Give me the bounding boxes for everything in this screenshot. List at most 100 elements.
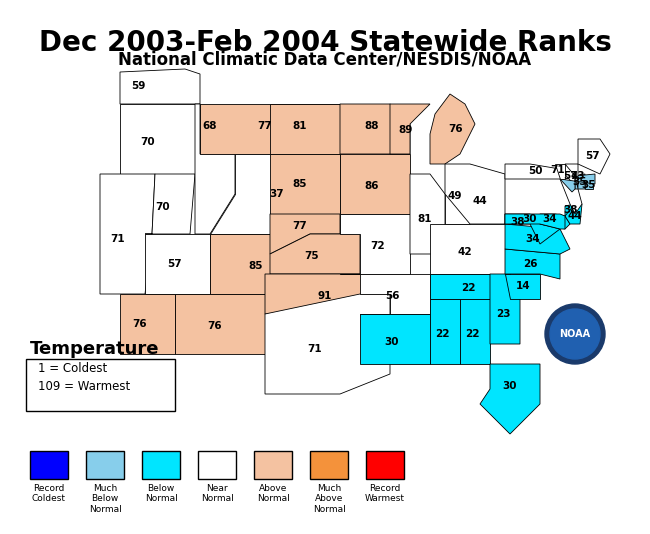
Polygon shape xyxy=(460,299,490,364)
Text: 59: 59 xyxy=(131,81,145,91)
Text: 91: 91 xyxy=(318,291,332,301)
Polygon shape xyxy=(555,164,565,179)
Text: 35: 35 xyxy=(573,177,587,187)
Polygon shape xyxy=(340,154,410,214)
Text: 109 = Warmest: 109 = Warmest xyxy=(38,380,130,392)
Bar xyxy=(366,451,404,479)
Bar xyxy=(30,451,68,479)
Text: 88: 88 xyxy=(365,121,379,131)
Polygon shape xyxy=(270,214,340,254)
Text: 22: 22 xyxy=(435,329,449,339)
Polygon shape xyxy=(445,164,505,224)
Polygon shape xyxy=(480,364,540,434)
Text: Dec 2003-Feb 2004 Statewide Ranks: Dec 2003-Feb 2004 Statewide Ranks xyxy=(38,29,612,57)
Polygon shape xyxy=(265,294,390,394)
Text: 26: 26 xyxy=(523,259,538,269)
Polygon shape xyxy=(265,274,390,314)
Polygon shape xyxy=(270,104,340,154)
Text: 76: 76 xyxy=(208,321,222,331)
Text: 57: 57 xyxy=(564,171,578,181)
Polygon shape xyxy=(120,294,175,354)
Text: Near
Normal: Near Normal xyxy=(201,484,233,504)
Polygon shape xyxy=(145,174,195,234)
Bar xyxy=(142,451,180,479)
Text: Below
Normal: Below Normal xyxy=(144,484,177,504)
Text: 72: 72 xyxy=(370,241,385,251)
Text: 76: 76 xyxy=(448,124,463,134)
Text: 85: 85 xyxy=(292,179,307,189)
Polygon shape xyxy=(490,274,520,344)
Text: 22: 22 xyxy=(461,283,475,293)
Text: 43: 43 xyxy=(571,171,585,181)
Text: 34: 34 xyxy=(543,214,557,224)
Polygon shape xyxy=(505,224,570,254)
Text: 44: 44 xyxy=(567,211,582,221)
Text: 57: 57 xyxy=(168,259,182,269)
Text: 86: 86 xyxy=(365,181,379,191)
Circle shape xyxy=(550,309,600,359)
Text: 76: 76 xyxy=(133,319,148,329)
Text: 22: 22 xyxy=(465,329,479,339)
Text: 68: 68 xyxy=(203,121,217,131)
Text: 77: 77 xyxy=(257,121,272,131)
Text: Temperature: Temperature xyxy=(30,340,159,358)
Polygon shape xyxy=(505,214,560,244)
Polygon shape xyxy=(145,234,210,294)
Text: Much
Above
Normal: Much Above Normal xyxy=(313,484,345,514)
Polygon shape xyxy=(175,294,265,354)
Text: 50: 50 xyxy=(528,166,542,176)
Polygon shape xyxy=(120,104,200,174)
Text: 1 = Coldest: 1 = Coldest xyxy=(38,363,107,375)
Polygon shape xyxy=(360,314,430,364)
Bar xyxy=(254,451,292,479)
Polygon shape xyxy=(340,214,410,274)
Text: 89: 89 xyxy=(399,125,413,135)
Text: 70: 70 xyxy=(156,202,170,212)
Text: 38: 38 xyxy=(511,217,525,227)
Text: 35: 35 xyxy=(582,180,596,190)
Polygon shape xyxy=(410,174,445,254)
Polygon shape xyxy=(430,224,505,274)
Polygon shape xyxy=(585,178,593,189)
Polygon shape xyxy=(270,234,360,274)
Polygon shape xyxy=(210,154,340,234)
Text: 81: 81 xyxy=(292,121,307,131)
Text: 77: 77 xyxy=(292,221,307,231)
Text: NOAA: NOAA xyxy=(560,329,591,339)
Polygon shape xyxy=(430,299,460,364)
Polygon shape xyxy=(390,104,430,154)
Text: 23: 23 xyxy=(496,309,510,319)
Polygon shape xyxy=(360,274,430,314)
Bar xyxy=(198,451,236,479)
Polygon shape xyxy=(445,164,470,224)
Polygon shape xyxy=(565,204,575,216)
Text: Above
Normal: Above Normal xyxy=(257,484,289,504)
Bar xyxy=(86,451,124,479)
Text: 71: 71 xyxy=(111,234,125,244)
Text: 85: 85 xyxy=(249,261,263,271)
Text: 30: 30 xyxy=(502,381,517,391)
Polygon shape xyxy=(578,139,610,174)
FancyBboxPatch shape xyxy=(26,359,175,411)
Bar xyxy=(310,451,348,479)
Polygon shape xyxy=(505,274,540,299)
Text: Record
Warmest: Record Warmest xyxy=(365,484,405,504)
Polygon shape xyxy=(120,69,200,104)
Text: 81: 81 xyxy=(418,214,432,224)
Polygon shape xyxy=(560,174,595,192)
Polygon shape xyxy=(505,164,582,214)
Polygon shape xyxy=(200,104,340,154)
Text: Record
Coldest: Record Coldest xyxy=(32,484,66,504)
Polygon shape xyxy=(430,274,510,299)
Polygon shape xyxy=(565,164,578,189)
Text: 38: 38 xyxy=(564,205,578,215)
Text: 34: 34 xyxy=(526,234,540,244)
Text: 44: 44 xyxy=(473,196,488,206)
Text: 42: 42 xyxy=(458,247,473,257)
Text: 14: 14 xyxy=(515,281,530,291)
Text: 30: 30 xyxy=(523,214,538,224)
Text: 70: 70 xyxy=(140,137,155,147)
Text: 49: 49 xyxy=(448,191,462,201)
Text: Much
Below
Normal: Much Below Normal xyxy=(88,484,122,514)
Polygon shape xyxy=(195,104,235,234)
